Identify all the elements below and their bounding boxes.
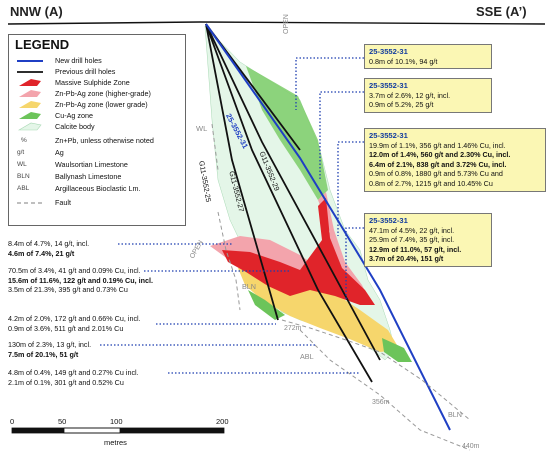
label-abl: ABL xyxy=(300,352,314,361)
label-bln-left: BLN xyxy=(242,282,256,291)
intercept-g11-25-upper: 8.4m of 4.7%, 14 g/t, incl. 4.6m of 7.4%… xyxy=(8,239,90,258)
black-line-icon xyxy=(17,71,43,73)
scale-tick-50: 50 xyxy=(58,417,67,426)
label-wl: WL xyxy=(196,124,208,133)
callout-line: 3.7m of 20.4%, 151 g/t xyxy=(369,254,444,264)
drill-hole-g11-27 xyxy=(205,23,373,383)
callout-title: 25-3552-31 xyxy=(369,47,408,56)
green-zone-swatch xyxy=(19,112,41,119)
dashed-line-icon xyxy=(17,202,43,204)
callout-line: 47.1m of 4.5%, 22 g/t, incl. xyxy=(369,225,455,235)
callout-box-1: 25-3552-31 0.8m of 10.1%, 94 g/t xyxy=(364,44,492,70)
label-depth-356: 356m xyxy=(372,399,390,406)
callout-title: 25-3552-31 xyxy=(369,131,408,140)
intercept-g11-25-lower: 4.2m of 2.0%, 172 g/t and 0.66% Cu, incl… xyxy=(8,314,141,333)
callout-line: 3.7m of 2.6%, 12 g/t, incl. xyxy=(369,90,451,100)
section-label-left: NNW (A) xyxy=(10,4,63,19)
scale-tick-100: 100 xyxy=(110,417,123,426)
label-depth-272: 272m xyxy=(284,325,302,332)
callout-line: 0.9m of 0.8%, 1880 g/t and 5.73% Cu and xyxy=(369,169,503,179)
intercept-g11-29: 130m of 2.3%, 13 g/t, incl. 7.5m of 20.1… xyxy=(8,340,92,359)
fault-line-left xyxy=(217,211,241,311)
fault-line-mid xyxy=(281,319,471,421)
callout-title: 25-3552-31 xyxy=(369,81,408,90)
drill-hole-g11-25 xyxy=(205,23,279,321)
callout-box-3: 25-3552-31 19.9m of 1.1%, 356 g/t and 1.… xyxy=(364,128,546,192)
drill-hole-25-3552-31 xyxy=(205,23,451,431)
label-open-top: OPEN xyxy=(283,14,290,34)
scale-tick-0: 0 xyxy=(10,417,15,426)
cu-ag-zone-lower-2 xyxy=(382,338,412,362)
red-zone-swatch xyxy=(19,79,41,86)
callout-line: 0.8m of 10.1%, 94 g/t xyxy=(369,56,438,66)
pink-zone-swatch xyxy=(19,90,41,97)
callout-box-2: 25-3552-31 3.7m of 2.6%, 12 g/t, incl. 0… xyxy=(364,78,492,113)
scale-unit: metres xyxy=(104,438,127,447)
callout-line: 12.9m of 11.0%, 57 g/t, incl. xyxy=(369,244,462,254)
callout-line: 19.9m of 1.1%, 356 g/t and 1.46% Cu, inc… xyxy=(369,140,506,150)
label-bln-right: BLN xyxy=(448,410,462,419)
calcite-swatch xyxy=(17,122,42,131)
fault-line-bottom xyxy=(299,329,471,451)
scale-bar xyxy=(11,427,225,434)
callout-line: 0.8m of 2.7%, 1215 g/t and 10.45% Cu xyxy=(369,178,493,188)
callout-line: 0.9m of 5.2%, 25 g/t xyxy=(369,100,434,110)
callout-line: 12.0m of 1.4%, 560 g/t and 2.30% Cu, inc… xyxy=(369,150,511,160)
callout-line: 6.4m of 2.1%, 838 g/t and 3.72% Cu, incl… xyxy=(369,159,507,169)
legend-title: LEGEND xyxy=(15,37,70,52)
fault-line-top xyxy=(211,123,219,171)
drill-hole-g11-29 xyxy=(205,23,381,361)
intercept-g11-27-upper: 70.5m of 3.4%, 41 g/t and 0.09% Cu, incl… xyxy=(8,266,154,295)
blue-line-icon xyxy=(17,60,43,62)
intercept-g11-27-lower: 4.8m of 0.4%, 149 g/t and 0.27% Cu incl.… xyxy=(8,368,139,387)
label-depth-440: 440m xyxy=(462,443,480,450)
scale-tick-200: 200 xyxy=(216,417,229,426)
section-label-right: SSE (A’) xyxy=(476,4,527,19)
callout-line: 25.9m of 7.4%, 35 g/t, incl. xyxy=(369,235,455,245)
ground-surface-line xyxy=(7,21,546,25)
yellow-zone-swatch xyxy=(19,101,41,108)
callout-box-4: 25-3552-31 47.1m of 4.5%, 22 g/t, incl. … xyxy=(364,213,492,267)
legend-panel: LEGEND New drill holes Previous drill ho… xyxy=(8,34,186,226)
callout-leaders xyxy=(100,57,364,374)
callout-title: 25-3552-31 xyxy=(369,216,408,225)
